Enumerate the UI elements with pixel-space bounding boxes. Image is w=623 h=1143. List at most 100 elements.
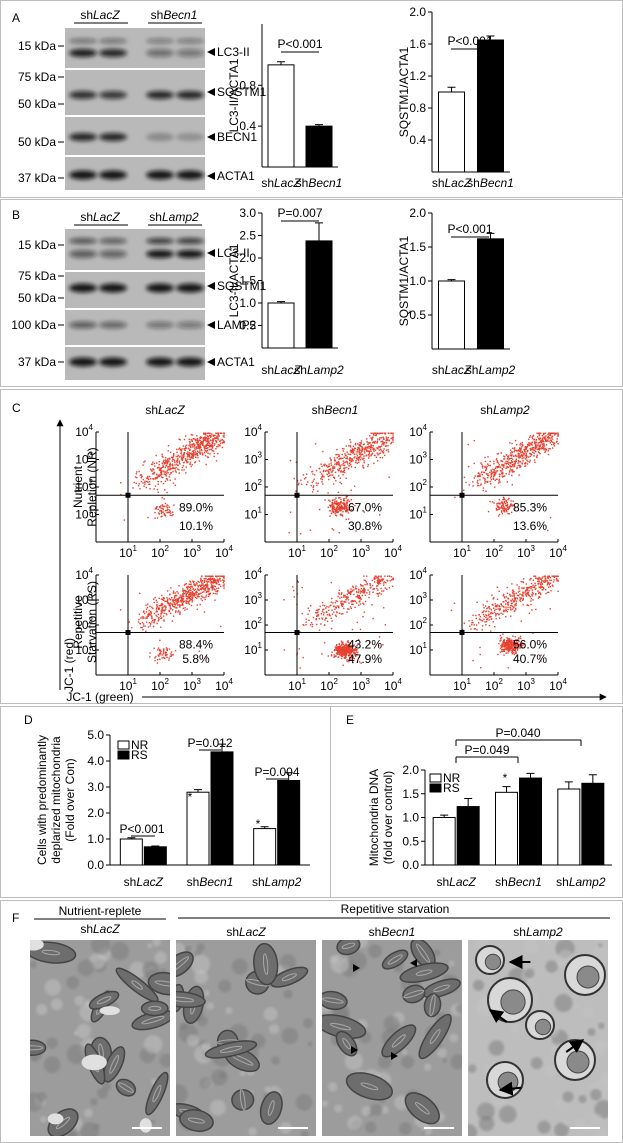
- blot-band: [99, 38, 127, 44]
- event-dot: [487, 614, 490, 617]
- protein-label: BECN1: [217, 130, 257, 144]
- event-dot: [167, 598, 169, 601]
- event-dot: [532, 447, 535, 449]
- event-dot: [374, 432, 376, 434]
- event-dot: [498, 507, 500, 509]
- y-tick-label: 0.4: [239, 119, 256, 133]
- event-dot: [339, 477, 342, 479]
- event-dot: [308, 619, 310, 621]
- event-dot: [510, 452, 512, 454]
- event-dot: [364, 583, 366, 586]
- event-dot: [313, 485, 315, 487]
- y-axis-label: (Fold over Con): [63, 758, 77, 841]
- event-dot: [478, 618, 481, 620]
- event-dot: [184, 609, 186, 611]
- event-dot: [207, 456, 210, 459]
- event-dot: [320, 463, 322, 465]
- event-dot: [164, 605, 166, 607]
- event-dot: [479, 646, 481, 649]
- event-dot: [349, 438, 351, 441]
- flow-dots: [283, 575, 394, 669]
- event-dot: [498, 590, 500, 592]
- bar: [305, 240, 333, 349]
- event-dot: [513, 465, 516, 467]
- event-dot: [207, 437, 209, 440]
- event-dot: [550, 432, 552, 434]
- texture: [510, 1023, 520, 1033]
- event-dot: [551, 441, 554, 443]
- protein-pointer: [207, 88, 215, 96]
- tick-base: 10: [384, 679, 398, 693]
- event-dot: [340, 655, 343, 657]
- tick-base: 10: [320, 546, 334, 560]
- event-dot: [335, 649, 337, 652]
- event-dot: [348, 656, 351, 659]
- event-dot: [349, 462, 351, 464]
- event-dot: [363, 611, 366, 613]
- event-dot: [212, 442, 214, 444]
- panel-label: E: [346, 713, 354, 727]
- texture: [488, 1040, 505, 1056]
- error-bar: [588, 774, 597, 784]
- event-dot: [496, 470, 499, 472]
- event-dot: [213, 444, 215, 447]
- event-dot: [212, 584, 214, 587]
- event-dot: [149, 605, 151, 608]
- event-dot: [489, 464, 492, 467]
- blot-band: [146, 357, 174, 367]
- event-dot: [166, 648, 168, 650]
- flow-y-tick-label: 102: [75, 616, 93, 633]
- event-dot: [471, 619, 473, 622]
- gene-name: Lamp2: [307, 363, 344, 377]
- event-dot: [546, 584, 548, 586]
- event-dot: [547, 432, 550, 434]
- event-dot: [333, 467, 336, 469]
- event-dot: [367, 441, 369, 444]
- event-dot: [475, 617, 477, 620]
- event-dot: [192, 580, 194, 582]
- event-dot: [183, 461, 185, 464]
- image-header: shLamp2: [513, 925, 563, 939]
- event-dot: [123, 519, 126, 521]
- event-dot: [161, 607, 163, 610]
- cristae: [176, 996, 195, 1003]
- event-dot: [201, 581, 203, 583]
- event-dot: [500, 639, 502, 641]
- mitochondrion: [147, 971, 170, 996]
- event-dot: [334, 459, 336, 461]
- event-dot: [365, 449, 367, 451]
- event-dot: [163, 609, 165, 611]
- flow-x-tick-label: 103: [517, 677, 535, 694]
- event-dot: [328, 614, 331, 616]
- texture: [199, 1077, 213, 1090]
- event-dot: [157, 654, 159, 656]
- flow-y-tick-label: 103: [244, 450, 262, 467]
- event-dot: [326, 469, 328, 472]
- tick-base: 10: [288, 679, 302, 693]
- event-dot: [547, 450, 550, 452]
- event-dot: [474, 475, 476, 477]
- event-dot: [212, 592, 215, 595]
- event-dot: [547, 580, 549, 582]
- event-dot: [498, 605, 500, 608]
- texture: [186, 1034, 199, 1047]
- event-dot: [342, 460, 345, 462]
- event-dot: [207, 588, 210, 591]
- event-dot: [548, 434, 551, 436]
- event-dot: [139, 487, 141, 490]
- event-dot: [172, 511, 174, 513]
- event-dot: [377, 447, 379, 450]
- event-dot: [537, 590, 539, 592]
- event-dot: [323, 612, 325, 614]
- event-dot: [370, 445, 372, 448]
- event-dot: [525, 448, 527, 450]
- texture: [588, 1083, 595, 1090]
- event-dot: [177, 468, 179, 470]
- event-dot: [343, 644, 346, 647]
- event-dot: [487, 510, 490, 513]
- event-dot: [162, 466, 164, 468]
- event-dot: [507, 512, 509, 515]
- event-dot: [359, 459, 362, 461]
- event-dot: [507, 644, 510, 646]
- error-bar: [486, 232, 495, 239]
